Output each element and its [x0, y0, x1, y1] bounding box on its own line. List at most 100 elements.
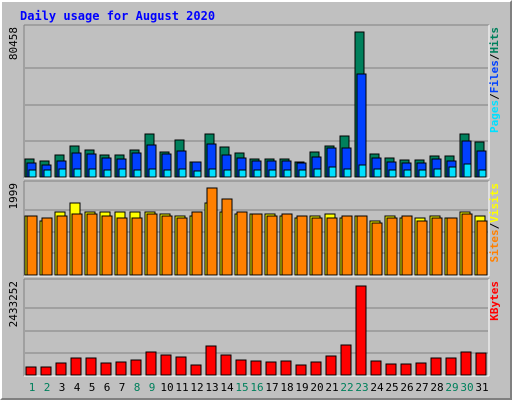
sites-bar-9 [146, 213, 158, 276]
sites-bar-31 [476, 220, 488, 276]
chart-title: Daily usage for August 2020 [20, 9, 216, 23]
kbytes-bar-30 [460, 351, 472, 376]
day-label-11: 11 [175, 381, 188, 394]
day-label-14: 14 [220, 381, 234, 394]
pages-bar-16 [253, 169, 262, 178]
kbytes-bar-5 [85, 357, 97, 376]
sites-bar-20 [311, 217, 323, 276]
sites-bar-12 [191, 211, 203, 276]
day-label-18: 18 [280, 381, 293, 394]
pages-bar-31 [478, 169, 487, 178]
day-label-20: 20 [310, 381, 323, 394]
kbytes-bar-4 [70, 357, 82, 376]
legend-0-part-0: Pages [488, 100, 501, 133]
y-max-label-1: 1999 [7, 183, 20, 210]
sites-bar-3 [56, 215, 68, 276]
kbytes-bar-8 [130, 359, 142, 376]
day-label-17: 17 [265, 381, 278, 394]
sites-bar-7 [116, 217, 128, 276]
sites-bar-24 [371, 222, 383, 276]
day-label-3: 3 [59, 381, 66, 394]
pages-bar-8 [133, 169, 142, 178]
sites-bar-10 [161, 215, 173, 276]
pages-bar-15 [238, 169, 247, 178]
sites-bar-26 [401, 215, 413, 276]
pages-bar-12 [193, 170, 202, 178]
kbytes-bar-3 [55, 362, 67, 376]
sites-bar-4 [71, 213, 83, 276]
day-label-29: 29 [445, 381, 458, 394]
sites-bar-13 [206, 187, 218, 276]
pages-bar-7 [118, 168, 127, 178]
sites-bar-15 [236, 211, 248, 276]
sites-bar-6 [101, 215, 113, 276]
kbytes-bar-24 [370, 360, 382, 376]
pages-bar-22 [343, 168, 352, 178]
pages-bar-4 [73, 168, 82, 178]
sites-bar-8 [131, 217, 143, 276]
day-label-15: 15 [235, 381, 248, 394]
legend-2: KBytes [488, 281, 501, 321]
kbytes-bar-15 [235, 359, 247, 376]
sites-bar-30 [461, 213, 473, 276]
kbytes-bar-13 [205, 345, 217, 376]
kbytes-bar-1 [25, 366, 37, 376]
day-label-25: 25 [385, 381, 398, 394]
kbytes-bar-22 [340, 344, 352, 376]
day-label-9: 9 [149, 381, 156, 394]
legend-1: Sites/Visits [488, 183, 501, 263]
pages-bar-17 [268, 169, 277, 178]
pages-bar-21 [328, 166, 337, 178]
pages-bar-29 [448, 166, 457, 178]
kbytes-bar-25 [385, 363, 397, 376]
day-label-1: 1 [29, 381, 36, 394]
legend-0-part-1: / [488, 93, 501, 100]
sites-bar-17 [266, 215, 278, 276]
kbytes-bar-19 [295, 364, 307, 376]
sites-bar-2 [41, 217, 53, 276]
sites-bar-21 [326, 217, 338, 276]
kbytes-bar-10 [160, 354, 172, 376]
day-label-6: 6 [104, 381, 111, 394]
pages-bar-19 [298, 169, 307, 178]
day-label-21: 21 [325, 381, 338, 394]
pages-bar-23 [358, 164, 367, 178]
day-label-5: 5 [89, 381, 96, 394]
legend-1-part-0: Sites [488, 229, 501, 262]
sites-bar-29 [446, 217, 458, 276]
pages-bar-18 [283, 169, 292, 178]
day-label-19: 19 [295, 381, 308, 394]
sites-bar-23 [356, 215, 368, 276]
day-label-4: 4 [74, 381, 81, 394]
kbytes-bar-11 [175, 356, 187, 376]
day-label-26: 26 [400, 381, 413, 394]
day-label-30: 30 [460, 381, 473, 394]
kbytes-bar-9 [145, 351, 157, 376]
kbytes-bar-27 [415, 362, 427, 376]
day-label-27: 27 [415, 381, 428, 394]
kbytes-bar-21 [325, 355, 337, 376]
sites-bar-14 [221, 198, 233, 276]
kbytes-bar-6 [100, 362, 112, 376]
pages-bar-14 [223, 169, 232, 178]
pages-bar-27 [418, 169, 427, 178]
day-label-8: 8 [134, 381, 141, 394]
y-max-label-0: 80458 [7, 27, 20, 60]
sites-bar-25 [386, 217, 398, 276]
day-label-22: 22 [340, 381, 353, 394]
pages-bar-13 [208, 168, 217, 178]
day-label-28: 28 [430, 381, 443, 394]
panel-0-background [24, 25, 489, 178]
pages-bar-3 [58, 168, 67, 178]
legend-2-part-0: KBytes [488, 281, 501, 321]
pages-bar-1 [28, 169, 37, 178]
sites-bar-5 [86, 213, 98, 276]
legend-1-part-2: Visits [488, 183, 501, 223]
sites-bar-27 [416, 220, 428, 276]
panel-2-background [24, 279, 489, 376]
pages-bar-5 [88, 168, 97, 178]
day-label-24: 24 [370, 381, 384, 394]
kbytes-bar-28 [430, 357, 442, 376]
legend-0-part-4: Hits [488, 27, 501, 54]
